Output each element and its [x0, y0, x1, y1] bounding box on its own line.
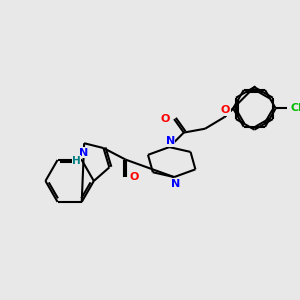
Text: O: O: [161, 114, 170, 124]
Text: N: N: [79, 148, 88, 158]
Text: N: N: [171, 179, 181, 189]
Text: H: H: [72, 156, 81, 166]
Text: O: O: [130, 172, 139, 182]
Text: N: N: [166, 136, 175, 146]
Text: Cl: Cl: [290, 103, 300, 113]
Text: O: O: [221, 105, 230, 115]
